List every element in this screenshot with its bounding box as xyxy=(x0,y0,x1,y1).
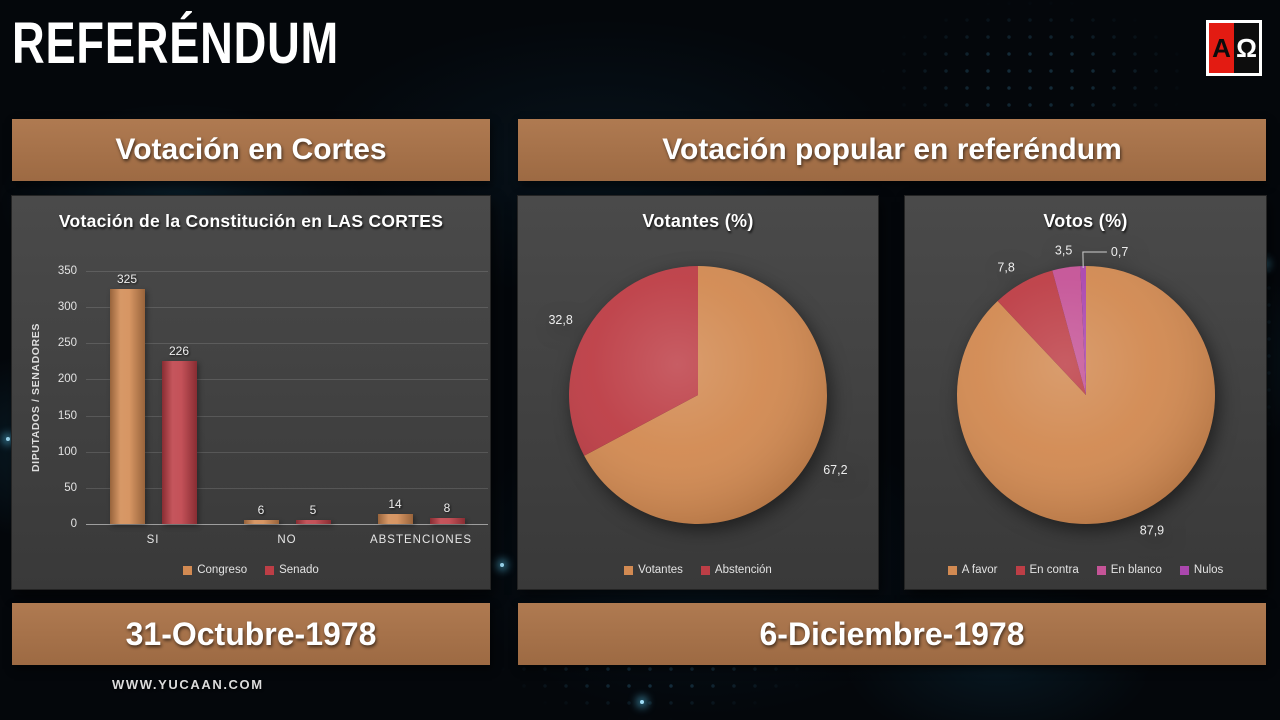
y-tick-label: 0 xyxy=(70,518,77,530)
right-section-header-label: Votación popular en referéndum xyxy=(662,133,1122,166)
left-date-band: 31-Octubre-1978 xyxy=(12,603,490,665)
pie-chart-legend: Votantes Abstención xyxy=(518,564,878,576)
pie-chart-panel-votantes: Votantes (%) 67,2 32,8 Votantes Abstención xyxy=(518,196,878,589)
grid-line xyxy=(86,415,488,417)
legend-item: Senado xyxy=(265,564,319,576)
bar-congreso-no xyxy=(243,519,279,524)
legend-item: Abstención xyxy=(700,564,772,576)
bar-value-label: 226 xyxy=(168,343,190,358)
legend-swatch xyxy=(183,565,193,575)
left-section-header-label: Votación en Cortes xyxy=(115,133,387,166)
grid-line xyxy=(86,487,488,489)
legend-swatch xyxy=(700,565,710,575)
legend-swatch xyxy=(624,565,634,575)
pie-chart-title: Votos (%) xyxy=(1043,211,1128,231)
y-tick-label: 300 xyxy=(57,301,77,314)
pie-chart-legend: A favor En contra En blanco Nulos xyxy=(905,564,1266,576)
y-tick-label: 150 xyxy=(57,409,77,422)
legend-label: En blanco xyxy=(1110,564,1162,576)
category-label: NO xyxy=(277,534,297,546)
pie-svg: 67,2 32,8 xyxy=(548,266,848,524)
legend-label: A favor xyxy=(961,564,998,576)
pie-shine-overlay xyxy=(956,266,1215,524)
legend-item: En blanco xyxy=(1096,564,1162,576)
website-url: WWW.YUCAAN.COM xyxy=(112,677,264,692)
legend-label: Senado xyxy=(279,564,319,576)
pie-chart-votantes: 67,2 32,8 xyxy=(548,240,848,555)
pie-chart-votos: 87,9 7,8 3,5 0,7 xyxy=(936,240,1236,555)
bar-value-label: 5 xyxy=(309,503,317,518)
pie-shine-overlay xyxy=(569,266,827,524)
y-tick-label: 100 xyxy=(57,445,77,458)
pie-data-label: 0,7 xyxy=(1110,245,1127,259)
legend-item: Votantes xyxy=(624,564,683,576)
pie-data-label: 7,8 xyxy=(997,261,1014,275)
bar-chart-title: Votación de la Constitución en LAS CORTE… xyxy=(58,211,444,231)
background-spark-decoration xyxy=(6,437,10,441)
y-tick-label: 350 xyxy=(57,265,77,277)
leader-line xyxy=(1081,251,1107,269)
legend-item: En contra xyxy=(1015,564,1079,576)
pie-data-label: 67,2 xyxy=(823,463,847,477)
slide-title: REFERÉNDUM xyxy=(12,11,340,76)
pie-chart-panel-votos: Votos (%) 87,9 7,8 3,5 0,7 A favor En contra… xyxy=(905,196,1266,589)
bar-senado-abstenciones xyxy=(429,518,465,524)
pie-data-label: 87,9 xyxy=(1139,524,1163,538)
bar-value-label: 14 xyxy=(388,496,402,511)
legend-label: Congreso xyxy=(197,564,248,576)
bar-congreso-abstenciones xyxy=(377,513,413,524)
legend-label: En contra xyxy=(1029,564,1079,576)
bar-senado-no xyxy=(295,520,331,524)
legend-item: Nulos xyxy=(1179,564,1224,576)
left-section-header: Votación en Cortes xyxy=(12,119,490,181)
legend-label: Abstención xyxy=(714,564,772,576)
right-section-header: Votación popular en referéndum xyxy=(518,119,1266,181)
category-label: ABSTENCIONES xyxy=(369,534,473,546)
pie-chart-title: Votantes (%) xyxy=(642,211,754,231)
grid-line xyxy=(86,307,488,309)
right-date-label: 6-Diciembre-1978 xyxy=(759,615,1025,652)
left-date-label: 31-Octubre-1978 xyxy=(125,615,377,652)
bar-chart-plot-area: 0 50 100 150 200 250 300 350 325 226 SI 6 5 NO 14 8 ABST… xyxy=(58,265,488,546)
legend-swatch xyxy=(1096,565,1106,575)
bar-value-label: 8 xyxy=(443,501,451,516)
category-label: SI xyxy=(146,534,160,546)
legend-swatch xyxy=(1015,565,1025,575)
legend-item: A favor xyxy=(947,564,998,576)
legend-item: Congreso xyxy=(183,564,247,576)
grid-line xyxy=(86,379,488,381)
y-tick-label: 250 xyxy=(57,337,77,350)
logo-omega-letter: Ω xyxy=(1234,23,1259,73)
y-tick-label: 200 xyxy=(57,373,77,386)
bar-value-label: 6 xyxy=(257,502,265,517)
legend-label: Votantes xyxy=(638,564,683,576)
bar-senado-si xyxy=(161,360,197,524)
grid-line xyxy=(86,524,488,525)
legend-swatch xyxy=(265,565,275,575)
bar-chart-panel: Votación de la Constitución en LAS CORTE… xyxy=(12,196,490,589)
grid-line xyxy=(86,343,488,345)
pie-svg: 87,9 7,8 3,5 0,7 xyxy=(956,244,1215,538)
bar-value-label: 325 xyxy=(116,272,138,287)
legend-swatch xyxy=(947,565,957,575)
legend-label: Nulos xyxy=(1193,564,1224,576)
brand-logo: A Ω xyxy=(1206,20,1262,76)
bar-congreso-si xyxy=(109,289,145,524)
logo-alpha-letter: A xyxy=(1209,23,1234,73)
pie-data-label: 32,8 xyxy=(548,313,572,327)
background-spark-decoration xyxy=(640,700,644,704)
pie-data-label: 3,5 xyxy=(1054,244,1071,258)
background-spark-decoration xyxy=(500,563,504,567)
grid-line xyxy=(86,451,488,453)
grid-line xyxy=(86,271,488,272)
bar-chart-legend: Congreso Senado xyxy=(12,564,490,576)
y-tick-label: 50 xyxy=(64,481,77,494)
legend-swatch xyxy=(1179,565,1189,575)
right-date-band: 6-Diciembre-1978 xyxy=(518,603,1266,665)
